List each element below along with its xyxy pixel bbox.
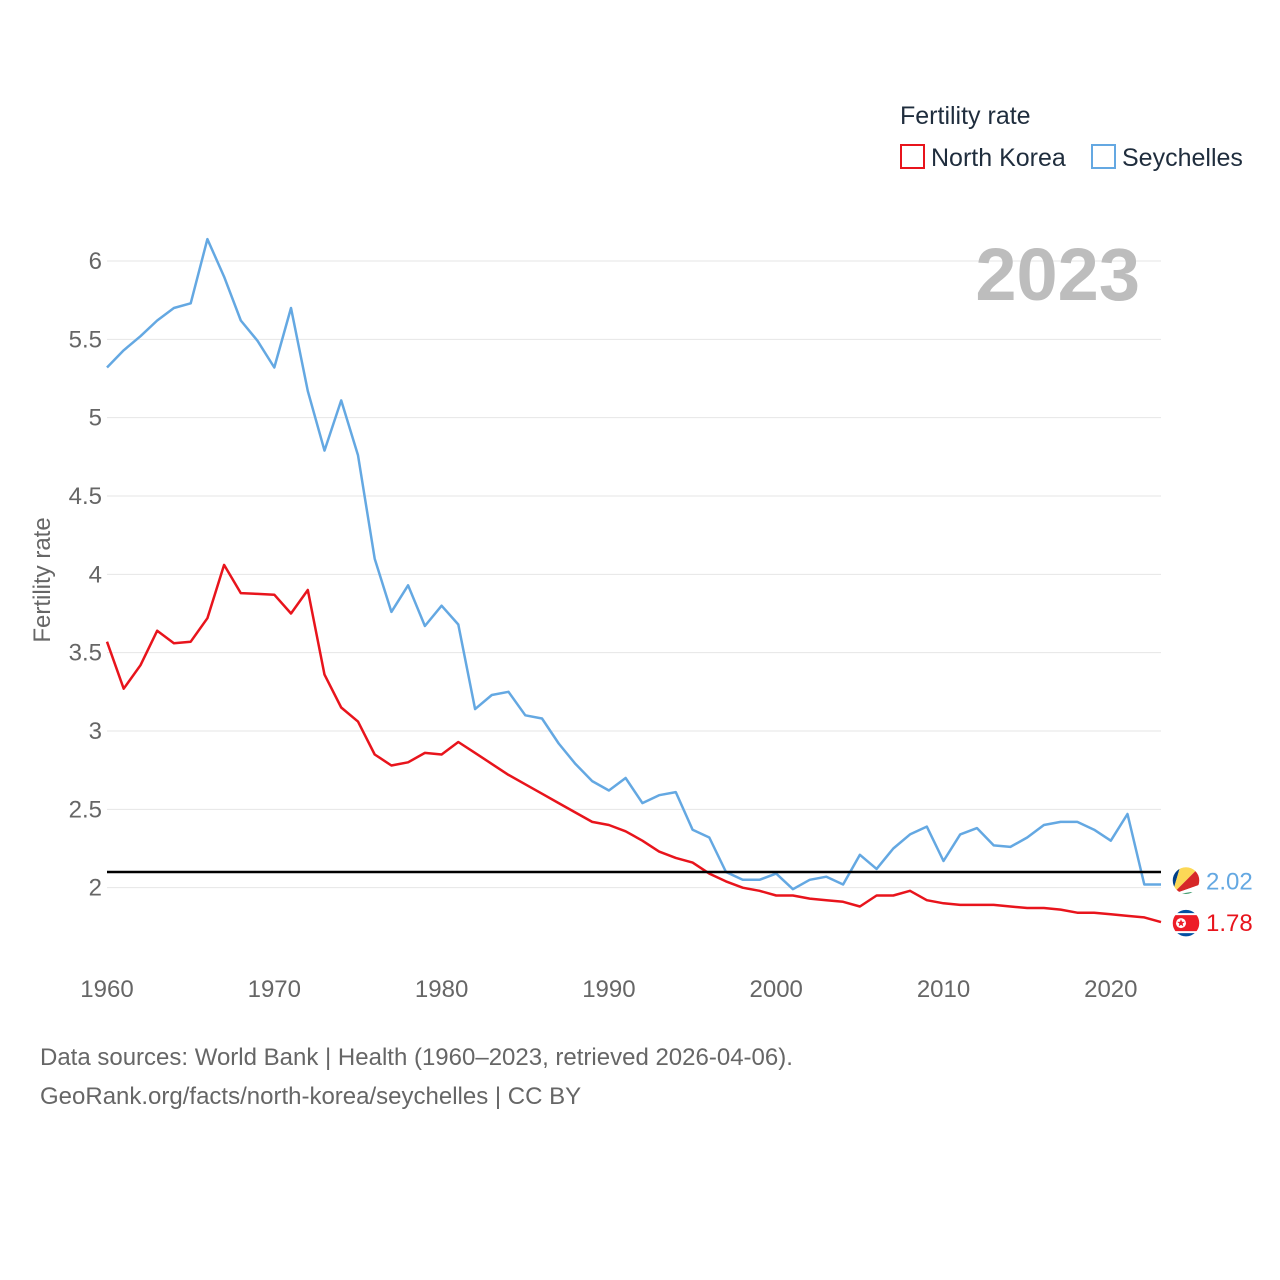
y-tick-label: 2	[89, 875, 102, 902]
x-tick-label: 2010	[917, 976, 970, 1003]
y-tick-label: 5	[89, 405, 102, 432]
y-axis-title: Fertility rate	[29, 517, 56, 642]
y-axis-ticks: 2 2.5 3 3.5 4 4.5 5 5.5 6	[69, 248, 102, 902]
series-line-north-korea	[105, 563, 1162, 924]
legend-label-north-korea: North Korea	[931, 144, 1066, 172]
y-tick-label: 3.5	[69, 640, 102, 667]
grid-lines	[107, 260, 1161, 889]
y-tick-label: 2.5	[69, 796, 102, 823]
north-korea-flag-icon	[1172, 909, 1200, 938]
source-url[interactable]: GeoRank.org/facts/north-korea/seychelles…	[40, 1083, 582, 1110]
y-tick-label: 6	[89, 248, 102, 275]
end-markers: 2.02 1.78	[1171, 865, 1253, 938]
legend: Fertility rate North Korea Seychelles	[900, 102, 1243, 172]
current-year-label: 2023	[975, 233, 1140, 316]
series-line-seychelles	[106, 237, 1161, 891]
x-tick-label: 1980	[415, 976, 468, 1003]
x-tick-label: 2000	[750, 976, 803, 1003]
y-tick-label: 5.5	[69, 326, 102, 353]
y-tick-label: 3	[89, 718, 102, 745]
y-tick-label: 4.5	[69, 483, 102, 510]
x-tick-label: 1990	[582, 976, 635, 1003]
end-value-north-korea: 1.78	[1206, 910, 1253, 937]
x-axis-ticks: 1960 1970 1980 1990 2000 2010 2020	[80, 976, 1137, 1003]
x-tick-label: 1970	[248, 976, 301, 1003]
end-value-seychelles: 2.02	[1206, 869, 1253, 896]
data-sources-note: Data sources: World Bank | Health (1960–…	[40, 1044, 793, 1071]
legend-title: Fertility rate	[900, 102, 1031, 130]
legend-swatch-seychelles	[1091, 144, 1116, 169]
legend-swatch-north-korea	[900, 144, 925, 169]
y-tick-label: 4	[89, 561, 102, 588]
legend-label-seychelles: Seychelles	[1122, 144, 1243, 172]
series-lines	[105, 237, 1162, 924]
x-tick-label: 1960	[80, 976, 133, 1003]
x-tick-label: 2020	[1084, 976, 1137, 1003]
